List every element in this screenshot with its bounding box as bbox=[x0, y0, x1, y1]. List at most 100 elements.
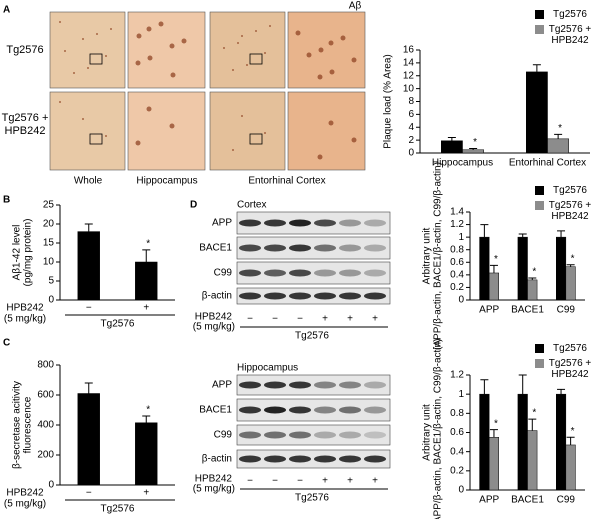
column-label: Entorhinal Cortex bbox=[248, 176, 325, 187]
blot-row-label: APP bbox=[212, 218, 232, 229]
significance: * bbox=[571, 253, 575, 264]
significance: * bbox=[494, 254, 498, 265]
y-tick-label: 12 bbox=[403, 70, 415, 81]
plaque bbox=[241, 115, 243, 117]
legend-swatch bbox=[535, 10, 544, 19]
bar bbox=[517, 393, 528, 491]
plaque bbox=[255, 30, 257, 32]
blot-band bbox=[364, 269, 386, 277]
x-tick-label: − bbox=[86, 303, 92, 314]
blot-band bbox=[289, 455, 311, 463]
y-axis-label: (APP/β-actin, BACE1/β-actin, C99/β-actin… bbox=[433, 162, 444, 350]
blot-band bbox=[364, 292, 386, 300]
treatment-sign: − bbox=[247, 314, 253, 325]
plaque bbox=[135, 140, 141, 146]
treatment-sign: − bbox=[297, 476, 303, 487]
plaque bbox=[318, 47, 324, 53]
plaque bbox=[328, 120, 334, 126]
error-bar bbox=[84, 223, 93, 232]
treatment-label: HPB242 bbox=[195, 474, 233, 485]
legend-label: Tg2576 bbox=[553, 343, 587, 354]
plaque bbox=[232, 69, 234, 71]
x-tick-label: BACE1 bbox=[511, 305, 544, 316]
y-tick-label: 14 bbox=[403, 58, 415, 69]
micrograph bbox=[49, 11, 126, 89]
y-tick-label: 0.4 bbox=[450, 446, 464, 457]
significance: * bbox=[146, 238, 150, 249]
legend-swatch bbox=[535, 359, 544, 368]
y-tick-label: 0.6 bbox=[450, 257, 464, 268]
legend-label: Tg2576 + HPB242 bbox=[548, 358, 592, 380]
y-tick-label: 16 bbox=[403, 45, 415, 56]
legend-label: Tg2576 + HPB242 bbox=[548, 24, 592, 46]
x-tick-label: − bbox=[86, 488, 92, 499]
error-bar bbox=[518, 374, 527, 395]
plaque bbox=[146, 26, 152, 32]
blot-band bbox=[289, 269, 311, 277]
blot-band bbox=[264, 431, 286, 439]
treatment-sign: − bbox=[272, 314, 278, 325]
group-label: Tg2576 bbox=[295, 493, 329, 504]
error-bar bbox=[554, 133, 563, 139]
plaque bbox=[82, 38, 84, 40]
plaque bbox=[158, 21, 164, 27]
blot-strip bbox=[236, 449, 391, 469]
error-bar bbox=[528, 277, 537, 280]
error-bar bbox=[489, 264, 498, 273]
plaque bbox=[317, 154, 323, 160]
treatment-dose: (5 mg/kg) bbox=[193, 322, 235, 333]
row-label: Tg2576 + HPB242 bbox=[1, 112, 49, 137]
bar bbox=[517, 236, 528, 301]
treatment-sign: − bbox=[272, 476, 278, 487]
plaque bbox=[246, 64, 248, 66]
treatment-sign: + bbox=[372, 476, 378, 487]
blot-band bbox=[289, 406, 311, 414]
plaque bbox=[59, 101, 61, 103]
blot-band bbox=[239, 455, 261, 463]
y-tick-label: 1 bbox=[458, 232, 464, 243]
bar bbox=[556, 236, 567, 301]
significance: * bbox=[146, 405, 150, 416]
blot-strip bbox=[236, 261, 391, 285]
blot-band bbox=[314, 406, 336, 414]
legend-label: Tg2576 bbox=[553, 9, 587, 20]
y-axis-label: fluorescence bbox=[23, 396, 34, 453]
y-tick-label: 8 bbox=[408, 96, 414, 107]
treatment-sign: + bbox=[322, 314, 328, 325]
blot-row-label: C99 bbox=[214, 430, 233, 441]
plaque bbox=[105, 135, 107, 137]
plaque bbox=[223, 47, 225, 49]
blot-band bbox=[364, 431, 386, 439]
blot-band bbox=[289, 219, 311, 227]
zoom-box bbox=[249, 133, 263, 145]
micrograph bbox=[127, 11, 206, 89]
significance: * bbox=[494, 418, 498, 429]
y-tick-label: 1.4 bbox=[450, 207, 464, 218]
blot-band bbox=[239, 431, 261, 439]
x-row-label: (5 mg/kg) bbox=[4, 314, 46, 325]
blot-band bbox=[339, 219, 361, 227]
blot-band bbox=[314, 219, 336, 227]
plaque bbox=[146, 106, 152, 112]
blot-band bbox=[264, 244, 286, 252]
blot-band bbox=[264, 219, 286, 227]
y-tick-label: 0 bbox=[48, 480, 54, 491]
plaque bbox=[73, 72, 75, 74]
blot-band bbox=[264, 269, 286, 277]
y-tick-label: 0 bbox=[408, 148, 414, 159]
y-tick-label: 1.2 bbox=[450, 370, 464, 381]
x-tick-label: + bbox=[143, 488, 149, 499]
plaque bbox=[59, 21, 61, 23]
micrograph bbox=[287, 11, 366, 89]
plaque bbox=[82, 118, 84, 120]
x-row-label: (5 mg/kg) bbox=[4, 499, 46, 510]
blot-row-label: APP bbox=[212, 380, 232, 391]
bar bbox=[135, 422, 158, 486]
bar bbox=[479, 393, 490, 491]
y-tick-label: 6 bbox=[408, 109, 414, 120]
plaque bbox=[105, 55, 107, 57]
blot-strip bbox=[236, 236, 391, 260]
y-tick-label: 10 bbox=[43, 257, 55, 268]
error-bar bbox=[532, 64, 541, 72]
